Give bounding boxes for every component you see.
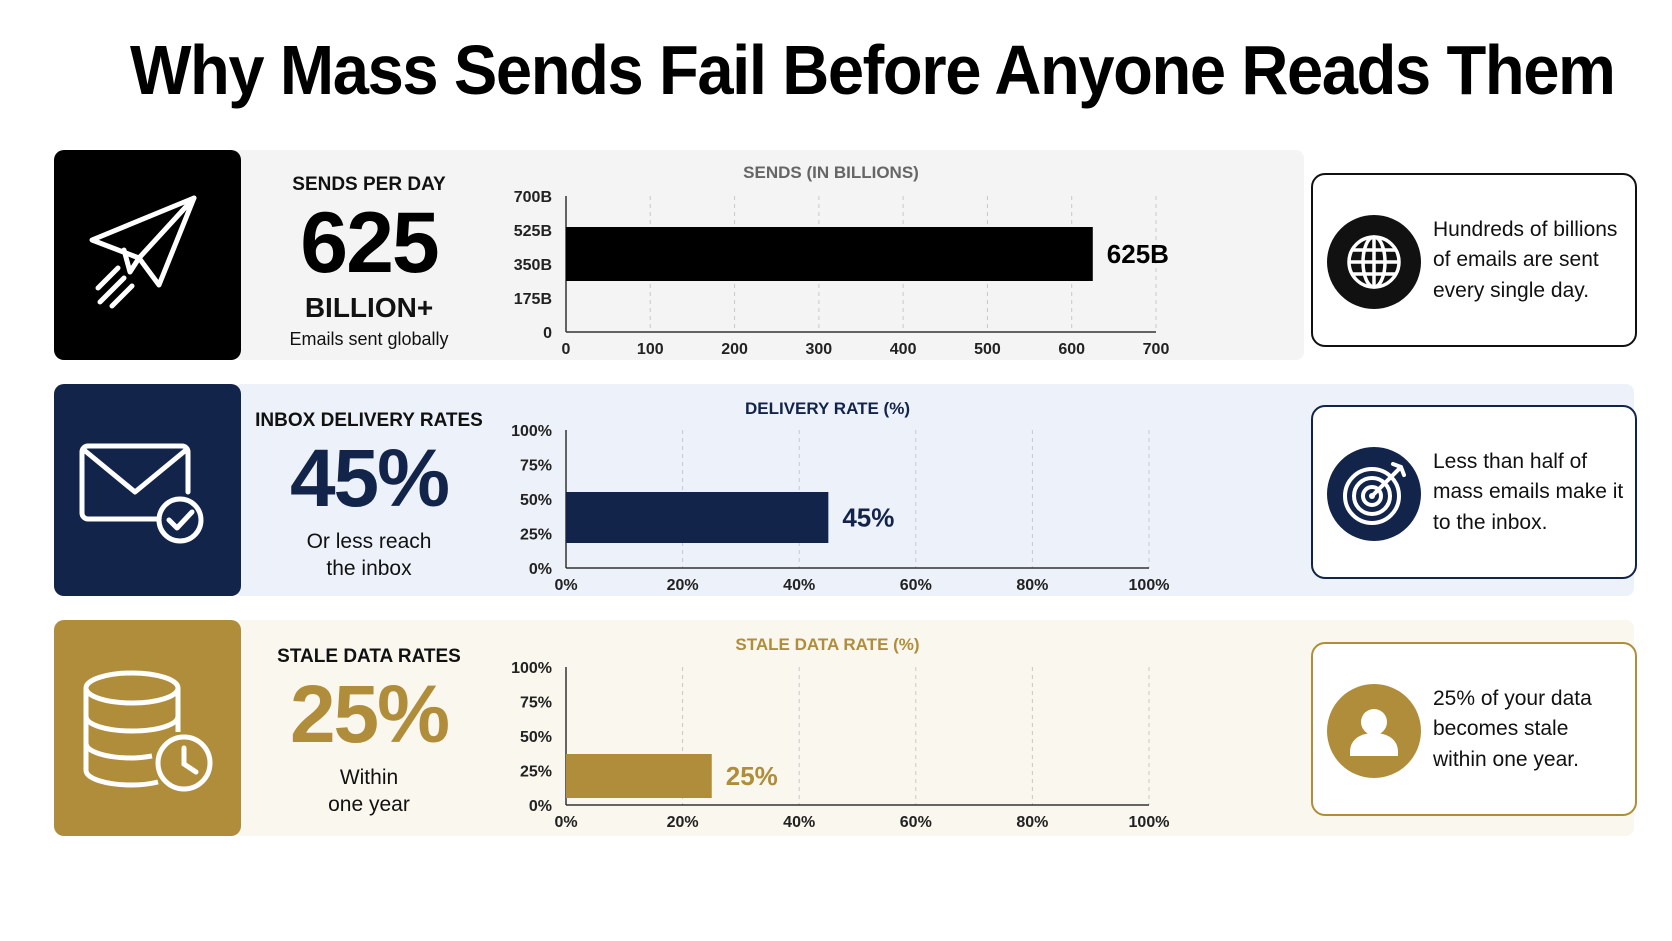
y-tick-label: 25% bbox=[520, 764, 552, 781]
insight-card: Hundreds of billions of emails are sent … bbox=[1311, 173, 1637, 347]
stat-block: INBOX DELIVERY RATES 45% Or less reach t… bbox=[254, 410, 484, 583]
paper-plane-icon bbox=[89, 195, 197, 309]
y-tick-label: 175B bbox=[514, 291, 552, 308]
bar-value-label: 25% bbox=[726, 761, 778, 791]
x-tick-label: 0 bbox=[562, 341, 571, 358]
bar bbox=[566, 492, 829, 543]
x-tick-label: 600 bbox=[1058, 341, 1085, 358]
stat-subtext: Or less reach the inbox bbox=[306, 530, 432, 581]
y-tick-label: 100% bbox=[511, 423, 552, 440]
stat-block: SENDS PER DAY 625 BILLION+ Emails sent g… bbox=[254, 174, 484, 351]
stat-label: SENDS PER DAY bbox=[292, 174, 446, 195]
y-tick-label: 50% bbox=[520, 729, 552, 746]
x-tick-label: 0% bbox=[554, 577, 577, 594]
x-tick-label: 100 bbox=[637, 341, 664, 358]
insight-card: 25% of your data becomes stale within on… bbox=[1311, 642, 1637, 816]
x-tick-label: 20% bbox=[667, 814, 699, 831]
user-icon bbox=[1327, 684, 1421, 778]
x-tick-label: 80% bbox=[1016, 577, 1048, 594]
stat-label: STALE DATA RATES bbox=[277, 646, 461, 667]
x-tick-label: 0% bbox=[554, 814, 577, 831]
stat-row-stale-data: STALE DATA RATES 25% Within one year STA… bbox=[54, 620, 1637, 836]
y-tick-label: 700B bbox=[514, 189, 552, 206]
stat-value: 625 bbox=[300, 195, 440, 291]
insight-card: Less than half of mass emails make it to… bbox=[1311, 405, 1637, 579]
envelope-check-icon-tile bbox=[54, 384, 241, 596]
bar-value-label: 625B bbox=[1107, 239, 1169, 269]
x-tick-label: 40% bbox=[783, 577, 815, 594]
y-tick-label: 350B bbox=[514, 257, 552, 274]
chart-title: STALE DATA RATE (%) bbox=[735, 635, 919, 654]
x-tick-label: 100% bbox=[1129, 577, 1170, 594]
chart-title: DELIVERY RATE (%) bbox=[745, 399, 910, 418]
stat-value: 25% bbox=[289, 669, 450, 760]
stat-subtext: Emails sent globally bbox=[289, 329, 449, 349]
x-tick-label: 100% bbox=[1129, 814, 1170, 831]
chart-title: SENDS (IN BILLIONS) bbox=[743, 163, 919, 182]
x-tick-label: 80% bbox=[1016, 814, 1048, 831]
stat-value: 45% bbox=[289, 433, 450, 524]
stat-row-sends: SENDS PER DAY 625 BILLION+ Emails sent g… bbox=[54, 150, 1637, 360]
stat-row-delivery: INBOX DELIVERY RATES 45% Or less reach t… bbox=[54, 384, 1637, 596]
bar bbox=[566, 227, 1093, 281]
stat-subtext: Within one year bbox=[328, 766, 410, 817]
page-title: Why Mass Sends Fail Before Anyone Reads … bbox=[130, 31, 1616, 109]
x-tick-label: 300 bbox=[806, 341, 833, 358]
y-tick-label: 25% bbox=[520, 527, 552, 544]
delivery-bar-chart: DELIVERY RATE (%) 0% 20% 40% 60% 80% 100% 0% 25%… bbox=[511, 399, 1170, 594]
insight-text: Less than half of mass emails make it to… bbox=[1433, 450, 1624, 534]
globe-icon bbox=[1327, 215, 1421, 309]
target-icon bbox=[1327, 447, 1421, 541]
x-tick-label: 400 bbox=[890, 341, 917, 358]
insight-text: 25% of your data becomes stale within on… bbox=[1433, 687, 1592, 771]
stat-unit: BILLION+ bbox=[304, 292, 434, 323]
y-tick-label: 525B bbox=[514, 223, 552, 240]
sends-bar-chart: SENDS (IN BILLIONS) 0 100 200 300 400 500 600 70… bbox=[514, 163, 1170, 358]
insight-text: Hundreds of billions of emails are sent … bbox=[1433, 218, 1618, 302]
database-clock-icon bbox=[83, 670, 213, 792]
x-tick-label: 40% bbox=[783, 814, 815, 831]
y-tick-label: 50% bbox=[520, 492, 552, 509]
envelope-check-icon bbox=[79, 443, 204, 544]
x-tick-label: 700 bbox=[1143, 341, 1170, 358]
y-tick-label: 75% bbox=[520, 458, 552, 475]
y-tick-label: 100% bbox=[511, 660, 552, 677]
x-tick-label: 60% bbox=[900, 577, 932, 594]
y-tick-label: 0% bbox=[529, 561, 552, 578]
paper-plane-icon-tile bbox=[54, 150, 241, 360]
x-tick-label: 500 bbox=[974, 341, 1001, 358]
y-tick-label: 0% bbox=[529, 798, 552, 815]
stat-block: STALE DATA RATES 25% Within one year bbox=[254, 646, 484, 819]
y-tick-label: 0 bbox=[543, 325, 552, 342]
stale-data-bar-chart: STALE DATA RATE (%) 0% 20% 40% 60% 80% 100% 0% 2… bbox=[511, 635, 1170, 831]
stat-label: INBOX DELIVERY RATES bbox=[255, 410, 483, 431]
x-tick-label: 20% bbox=[667, 577, 699, 594]
y-tick-label: 75% bbox=[520, 695, 552, 712]
database-clock-icon-tile bbox=[54, 620, 241, 836]
bar-value-label: 45% bbox=[842, 503, 894, 533]
x-tick-label: 60% bbox=[900, 814, 932, 831]
bar bbox=[566, 754, 712, 798]
x-tick-label: 200 bbox=[721, 341, 748, 358]
